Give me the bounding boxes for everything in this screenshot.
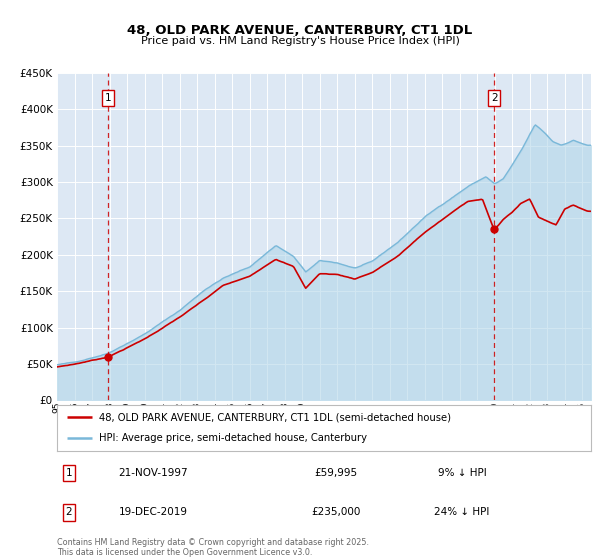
Text: £235,000: £235,000 xyxy=(311,507,361,517)
Text: 1: 1 xyxy=(65,468,73,478)
Text: HPI: Average price, semi-detached house, Canterbury: HPI: Average price, semi-detached house,… xyxy=(98,433,367,444)
Text: £59,995: £59,995 xyxy=(314,468,358,478)
Text: 9% ↓ HPI: 9% ↓ HPI xyxy=(437,468,487,478)
Point xyxy=(103,352,113,361)
Text: Price paid vs. HM Land Registry's House Price Index (HPI): Price paid vs. HM Land Registry's House … xyxy=(140,36,460,46)
Text: 24% ↓ HPI: 24% ↓ HPI xyxy=(434,507,490,517)
Text: 1: 1 xyxy=(104,94,111,103)
Point xyxy=(490,225,499,234)
Text: 48, OLD PARK AVENUE, CANTERBURY, CT1 1DL (semi-detached house): 48, OLD PARK AVENUE, CANTERBURY, CT1 1DL… xyxy=(98,412,451,422)
Text: 2: 2 xyxy=(65,507,73,517)
Text: 48, OLD PARK AVENUE, CANTERBURY, CT1 1DL: 48, OLD PARK AVENUE, CANTERBURY, CT1 1DL xyxy=(127,24,473,37)
Text: 21-NOV-1997: 21-NOV-1997 xyxy=(118,468,188,478)
Text: Contains HM Land Registry data © Crown copyright and database right 2025.
This d: Contains HM Land Registry data © Crown c… xyxy=(57,538,369,557)
Text: 2: 2 xyxy=(491,94,497,103)
Text: 19-DEC-2019: 19-DEC-2019 xyxy=(119,507,187,517)
